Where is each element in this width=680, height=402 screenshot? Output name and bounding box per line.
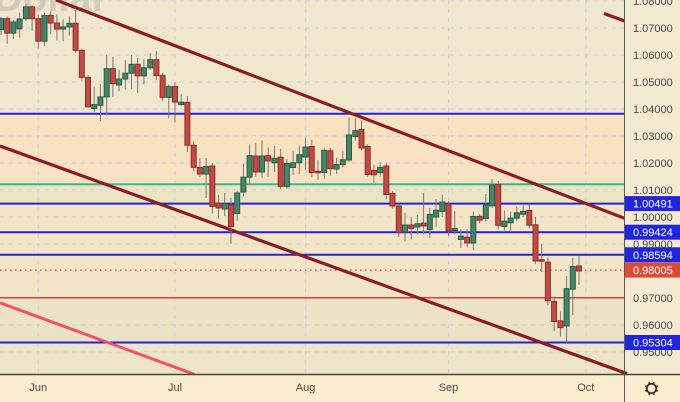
svg-text:1.07000: 1.07000 <box>633 23 673 35</box>
svg-text:Sep: Sep <box>439 382 459 394</box>
svg-text:1.05000: 1.05000 <box>633 77 673 89</box>
svg-text:Aug: Aug <box>296 382 316 394</box>
svg-text:Jun: Jun <box>29 382 47 394</box>
svg-text:1.02000: 1.02000 <box>633 158 673 170</box>
svg-text:1.01000: 1.01000 <box>633 185 673 197</box>
svg-text:Jul: Jul <box>168 382 182 394</box>
svg-text:0.97000: 0.97000 <box>633 293 673 305</box>
svg-text:0.98594: 0.98594 <box>633 250 673 262</box>
svg-text:0.96000: 0.96000 <box>633 320 673 332</box>
svg-text:1.00000: 1.00000 <box>633 212 673 224</box>
svg-text:0.95304: 0.95304 <box>633 338 673 350</box>
svg-text:1.00491: 1.00491 <box>633 199 673 211</box>
svg-text:1.08000: 1.08000 <box>633 0 673 8</box>
svg-text:0.99424: 0.99424 <box>633 227 673 239</box>
svg-text:0.98005: 0.98005 <box>633 265 673 277</box>
svg-text:1.06000: 1.06000 <box>633 50 673 62</box>
svg-text:Oct: Oct <box>577 382 594 394</box>
svg-text:1.04000: 1.04000 <box>633 104 673 116</box>
svg-text:1.03000: 1.03000 <box>633 131 673 143</box>
